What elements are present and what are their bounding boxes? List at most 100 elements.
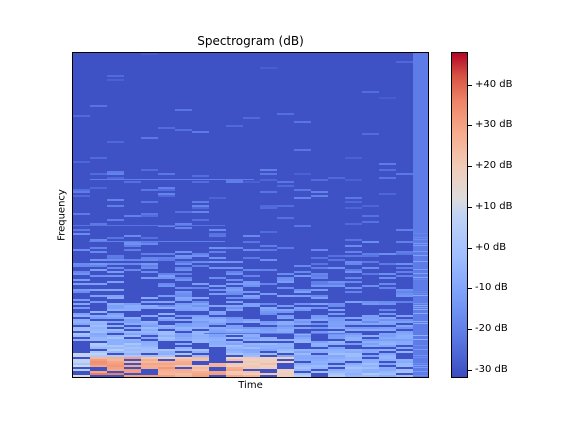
spectrogram-cell (413, 237, 428, 238)
spectrogram-cell (243, 305, 260, 307)
spectrogram-cell (345, 277, 362, 279)
spectrogram-cell (277, 345, 294, 347)
spectrogram-cell (243, 347, 260, 349)
spectrogram-cell (209, 327, 226, 329)
spectrogram-cell (73, 213, 90, 215)
spectrogram-cell (226, 261, 243, 263)
spectrogram-cell (277, 343, 294, 345)
spectrogram-cell (379, 321, 396, 323)
spectrogram-cell (345, 197, 362, 199)
spectrogram-cell (73, 375, 90, 377)
spectrogram-cell (175, 325, 192, 327)
spectrogram-cell (379, 377, 396, 378)
spectrogram-cell (260, 331, 277, 333)
spectrogram-cell (277, 321, 294, 323)
spectrogram-cell (90, 157, 107, 159)
spectrogram-cell (158, 259, 175, 261)
spectrogram-cell (192, 283, 209, 285)
spectrogram-cell (413, 367, 428, 368)
spectrogram-cell (311, 303, 328, 305)
colorbar-tick (468, 166, 472, 167)
spectrogram-cell (73, 303, 90, 305)
spectrogram-cell (413, 269, 428, 270)
spectrogram-cell (277, 247, 294, 249)
spectrogram-cell (90, 315, 107, 317)
spectrogram-cell (175, 279, 192, 281)
spectrogram-cell (175, 347, 192, 349)
spectrogram-cell (124, 365, 141, 367)
spectrogram-cell (73, 355, 90, 357)
spectrogram-cell (90, 325, 107, 327)
spectrogram-cell (73, 299, 90, 301)
spectrogram-cell (277, 279, 294, 281)
spectrogram-cell (243, 365, 260, 367)
spectrogram-cell (413, 277, 428, 278)
spectrogram-cell (396, 319, 413, 321)
spectrogram-cell (73, 271, 90, 273)
spectrogram-cell (294, 307, 311, 309)
spectrogram-cell (413, 261, 428, 262)
spectrogram-cell (175, 223, 192, 225)
spectrogram-cell (226, 363, 243, 365)
spectrogram-cell (243, 249, 260, 251)
spectrogram-cell (243, 337, 260, 339)
spectrogram-cell (73, 363, 90, 365)
spectrogram-cell (362, 241, 379, 243)
spectrogram-cell (158, 301, 175, 303)
spectrogram-cell (362, 345, 379, 347)
spectrogram-cell (90, 275, 107, 277)
spectrogram-cell (328, 347, 345, 349)
spectrogram-cell (311, 297, 328, 299)
spectrogram-cell (311, 191, 328, 193)
spectrogram-cell (345, 317, 362, 319)
spectrogram-cell (141, 325, 158, 327)
spectrogram-cell (158, 275, 175, 277)
spectrogram-cell (209, 335, 226, 337)
spectrogram-cell (345, 357, 362, 359)
spectrogram-cell (204, 333, 345, 334)
spectrogram-cell (328, 355, 345, 357)
spectrogram-cell (396, 335, 413, 337)
spectrogram-cell (158, 189, 175, 191)
spectrogram-cell (226, 321, 243, 323)
spectrogram-cell (141, 337, 158, 339)
colorbar-tick-label: +10 dB (475, 201, 513, 212)
spectrogram-cell (277, 371, 294, 373)
spectrogram-cell (192, 207, 209, 209)
spectrogram-cell (379, 359, 396, 361)
spectrogram-cell (311, 355, 328, 357)
spectrogram-cell (73, 225, 225, 226)
spectrogram-cell (141, 349, 158, 351)
colorbar-tick-label: +30 dB (475, 119, 513, 130)
spectrogram-cell (277, 349, 294, 351)
spectrogram-cell (175, 305, 192, 307)
spectrogram-cell (175, 361, 192, 363)
spectrogram-cell (396, 343, 413, 345)
spectrogram-cell (124, 371, 141, 373)
spectrogram-cell (243, 375, 260, 377)
spectrogram-cell (362, 91, 379, 93)
spectrogram-cell (124, 263, 141, 265)
spectrogram-cell (328, 325, 345, 327)
spectrogram-cell (260, 283, 277, 285)
spectrogram-cell (192, 315, 209, 317)
spectrogram-cell (277, 305, 294, 307)
spectrogram-cell (90, 223, 107, 225)
spectrogram-cell (124, 321, 141, 323)
spectrogram-cell (362, 373, 379, 375)
spectrogram-cell (379, 349, 396, 351)
spectrogram-cell (73, 369, 90, 371)
spectrogram-cell (107, 365, 124, 367)
spectrogram-cell (124, 361, 141, 363)
spectrogram-cell (90, 311, 107, 313)
spectrogram-cell (379, 303, 396, 305)
spectrogram-cell (90, 351, 107, 353)
spectrogram-cell (107, 339, 124, 341)
spectrogram-cell (413, 309, 428, 310)
spectrogram-cell (175, 323, 192, 325)
spectrogram-cell (260, 179, 277, 181)
spectrogram-cell (345, 179, 362, 181)
spectrogram-cell (158, 319, 175, 321)
spectrogram-cell (175, 291, 192, 293)
spectrogram-cell (226, 369, 243, 371)
